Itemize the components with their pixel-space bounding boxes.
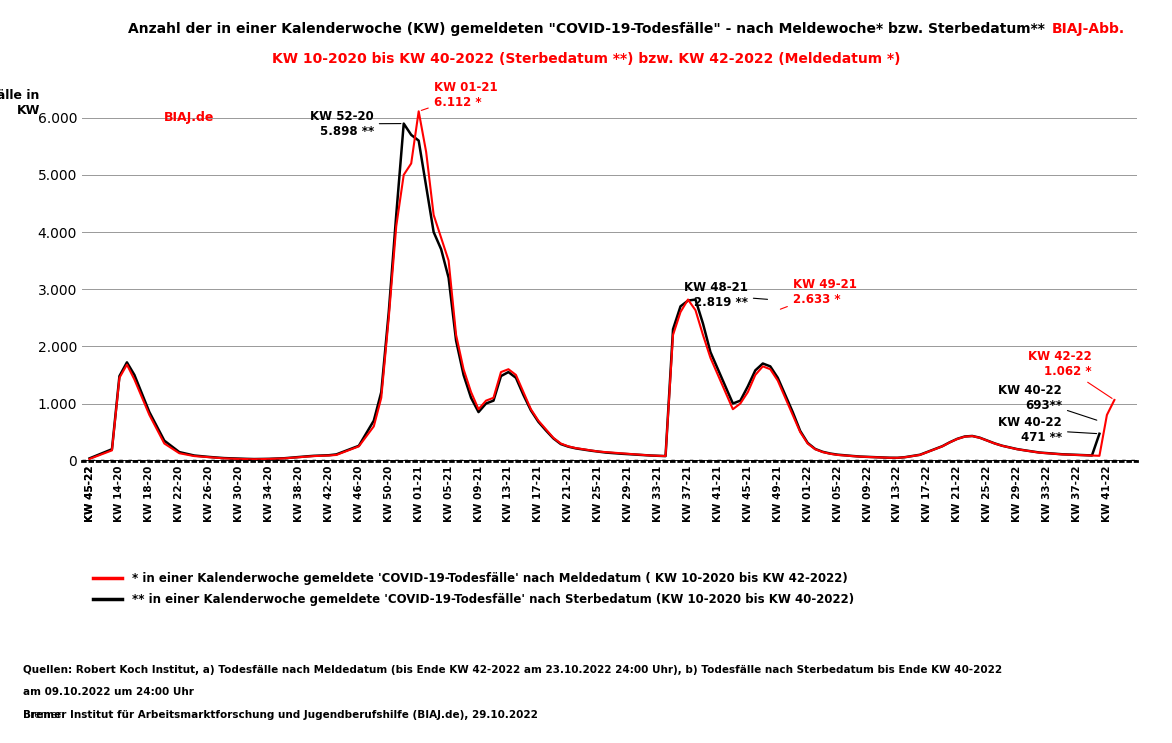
Text: KW 52-20
5.898 **: KW 52-20 5.898 **: [311, 110, 401, 138]
Text: Quellen: Robert Koch Institut, a) Todesfälle nach Meldedatum (bis Ende KW 42-202: Quellen: Robert Koch Institut, a) Todesf…: [23, 665, 1002, 675]
Text: KW 10-2020 bis KW 40-2022 (Sterbedatum **) bzw. KW 42-2022 (Meldedatum *): KW 10-2020 bis KW 40-2022 (Sterbedatum *…: [272, 52, 900, 66]
Text: BIAJ.de: BIAJ.de: [164, 111, 214, 123]
Text: KW 40-22
471 **: KW 40-22 471 **: [999, 415, 1097, 444]
Text: KW 40-22
693**: KW 40-22 693**: [999, 384, 1097, 421]
Text: Bremer Institut für Arbeitsmarktforschung und Jugendberufshilfe (BIAJ.de), 29.10: Bremer Institut für Arbeitsmarktforschun…: [23, 710, 538, 719]
Text: BIAJ-Abb.: BIAJ-Abb.: [1052, 22, 1125, 36]
Text: KW 48-21
2.819 **: KW 48-21 2.819 **: [684, 282, 768, 309]
Text: Anzahl der in einer Kalenderwoche (KW) gemeldeten "COVID-19-Todesfälle" - nach M: Anzahl der in einer Kalenderwoche (KW) g…: [128, 22, 1044, 36]
Y-axis label: Fälle in
KW: Fälle in KW: [0, 89, 40, 117]
Text: KW 01-21
6.112 *: KW 01-21 6.112 *: [421, 81, 497, 111]
Text: am 09.10.2022 um 24:00 Uhr: am 09.10.2022 um 24:00 Uhr: [23, 687, 195, 697]
Text: KW 49-21
2.633 *: KW 49-21 2.633 *: [781, 279, 857, 309]
Text: Bremer: Bremer: [23, 710, 66, 719]
Text: KW 42-22
1.062 *: KW 42-22 1.062 *: [1028, 350, 1112, 398]
Legend: * in einer Kalenderwoche gemeldete 'COVID-19-Todesfälle' nach Meldedatum ( KW 10: * in einer Kalenderwoche gemeldete 'COVI…: [88, 567, 858, 611]
